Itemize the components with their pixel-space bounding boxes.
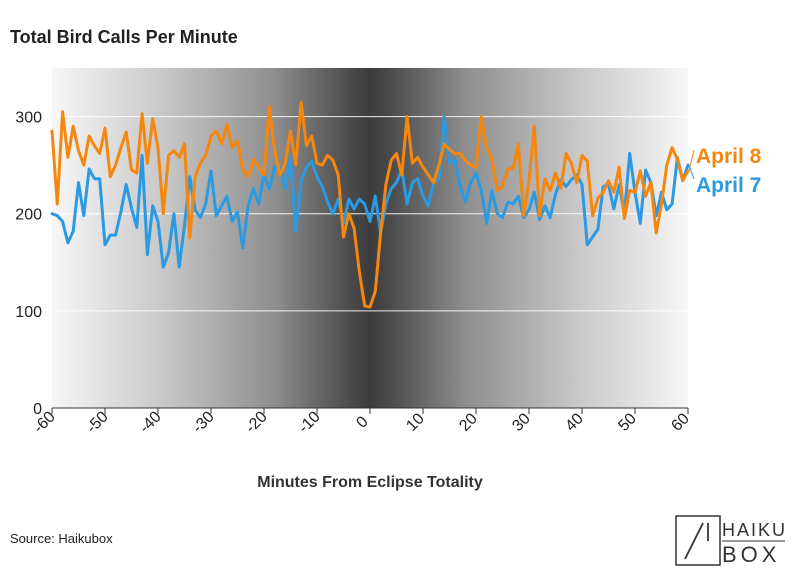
x-tick-label: -20: [242, 408, 270, 436]
x-tick-label: 60: [668, 410, 693, 435]
x-tick-label: -50: [83, 408, 111, 436]
x-tick-label: 10: [403, 410, 428, 435]
source-note: Source: Haikubox: [10, 531, 113, 546]
haikubox-logo: HAIKU BOX: [675, 515, 787, 567]
x-tick-label: -10: [295, 408, 323, 436]
y-tick-label: 200: [15, 207, 42, 224]
x-tick-label: 50: [615, 410, 640, 435]
x-axis: -60 -50 -40 -30 -20 -10 0 10 20 30 40 50 60: [30, 407, 693, 437]
series-lines: [50, 100, 690, 309]
x-axis-label: Minutes From Eclipse Totality: [257, 474, 483, 491]
logo-word-top: HAIKU: [722, 520, 787, 540]
y-tick-label: 0: [33, 401, 42, 418]
x-tick-label: 30: [509, 410, 534, 435]
x-tick-label: 20: [456, 410, 481, 435]
chart-title: Total Bird Calls Per Minute: [10, 27, 238, 47]
y-tick-label: 300: [15, 110, 42, 127]
x-tick-label: -30: [189, 408, 217, 436]
logo-word-bottom: BOX: [722, 542, 780, 567]
legend-label-april-7: April 7: [696, 174, 761, 197]
series-line-april-8: [50, 100, 690, 309]
y-tick-label: 100: [15, 304, 42, 321]
x-tick-label: -40: [136, 408, 164, 436]
plot-background: [52, 68, 688, 408]
legend-label-april-8: April 8: [696, 145, 762, 168]
x-tick-label: 0: [353, 413, 371, 431]
x-tick-label: 40: [562, 410, 587, 435]
legend: April 8 April 7: [688, 145, 762, 197]
y-axis: 0 100 200 300: [15, 110, 42, 418]
gridlines: [52, 116, 688, 312]
series-line-april-7: [50, 115, 690, 269]
legend-leader-april-7: [688, 164, 695, 180]
